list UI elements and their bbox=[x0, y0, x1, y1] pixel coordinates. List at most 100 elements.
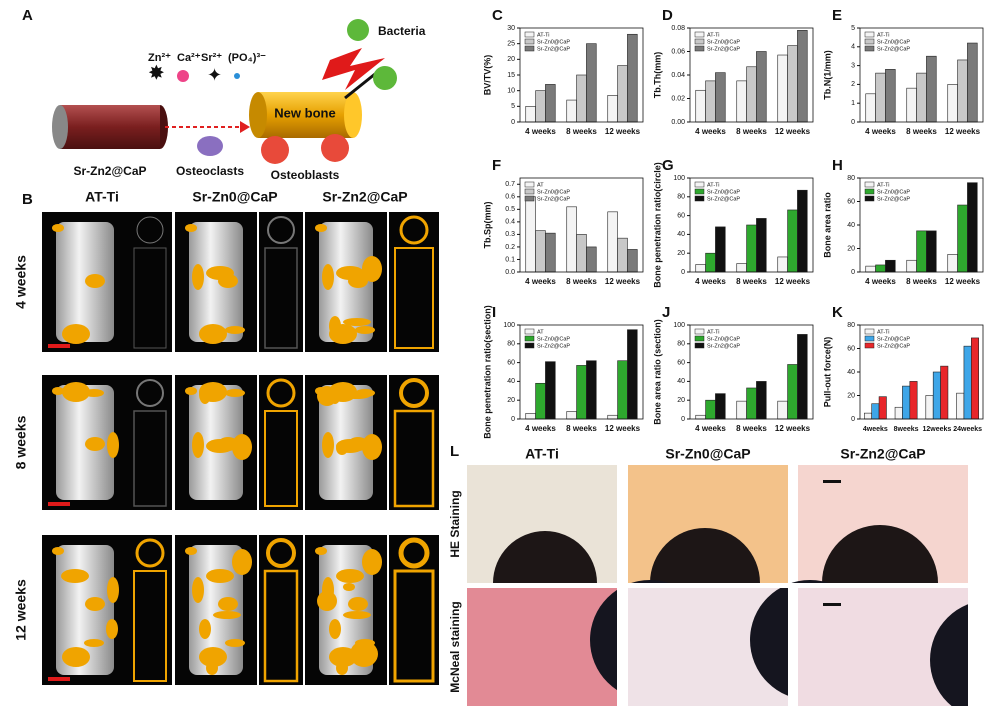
bone-3d bbox=[85, 597, 105, 611]
y-axis-label: Tb.N(1/mm) bbox=[822, 50, 832, 100]
bar bbox=[864, 412, 872, 420]
ct-image bbox=[389, 375, 439, 510]
bone-3d bbox=[315, 224, 327, 232]
scale-bar bbox=[823, 480, 841, 483]
y-tick-label: 0.1 bbox=[505, 256, 515, 263]
legend-label: Sr-Zn0@CaP bbox=[877, 189, 910, 195]
bar bbox=[777, 256, 788, 273]
bone-3d bbox=[225, 326, 245, 334]
legend-label: Sr-Zn0@CaP bbox=[537, 336, 570, 342]
y-tick-label: 100 bbox=[673, 175, 685, 182]
bar bbox=[736, 400, 747, 420]
legend-swatch bbox=[524, 335, 535, 342]
legend-swatch bbox=[864, 38, 875, 45]
bar bbox=[787, 364, 798, 420]
y-tick-label: 0 bbox=[681, 416, 685, 423]
bar bbox=[756, 381, 767, 420]
bar bbox=[756, 218, 767, 273]
bar bbox=[695, 414, 706, 420]
legend-swatch bbox=[524, 195, 535, 202]
bone-3d bbox=[343, 611, 371, 619]
legend-label: AT bbox=[537, 329, 544, 335]
panel-label: K bbox=[832, 304, 843, 321]
bar bbox=[535, 382, 546, 420]
plot-frame bbox=[519, 177, 644, 273]
x-tick-label: 12 weeks bbox=[945, 127, 981, 136]
bone-3d bbox=[362, 434, 382, 460]
x-tick-label: 12 weeks bbox=[775, 277, 811, 286]
bar bbox=[617, 65, 628, 123]
implant-label: Sr-Zn2@CaP bbox=[73, 164, 146, 178]
new-bone-rod bbox=[258, 92, 353, 138]
bone-3d bbox=[107, 432, 119, 458]
bone-3d bbox=[192, 432, 204, 458]
legend-label: Sr-Zn0@CaP bbox=[707, 189, 740, 195]
bone-3d bbox=[185, 547, 197, 555]
scale-bar bbox=[823, 603, 841, 606]
lightning bbox=[322, 48, 385, 90]
legend-label: Sr-Zn0@CaP bbox=[537, 189, 570, 195]
gap bbox=[460, 706, 1000, 724]
bone-3d bbox=[329, 316, 341, 336]
bar bbox=[940, 365, 949, 420]
bar bbox=[777, 54, 788, 123]
panel-label: L bbox=[450, 443, 459, 460]
y-tick-label: 0.08 bbox=[671, 25, 685, 32]
legend-label: Sr-Zn2@CaP bbox=[707, 343, 740, 349]
bar bbox=[566, 206, 577, 273]
y-tick-label: 0.6 bbox=[505, 194, 515, 201]
bar bbox=[967, 182, 978, 273]
osteoclasts-label: Osteoclasts bbox=[176, 164, 244, 178]
panel-label: F bbox=[492, 157, 501, 174]
panel-label: I bbox=[492, 304, 496, 321]
bar bbox=[971, 337, 979, 420]
bar bbox=[957, 204, 968, 273]
y-tick-label: 0.02 bbox=[671, 95, 685, 102]
bone-3d bbox=[62, 382, 90, 402]
ct-slice bbox=[393, 569, 435, 683]
bone-3d bbox=[107, 577, 119, 603]
osteoblast-cell bbox=[261, 136, 289, 164]
x-tick-label: 12 weeks bbox=[775, 127, 811, 136]
bar bbox=[715, 393, 726, 420]
panel-label: C bbox=[492, 7, 503, 24]
bar bbox=[967, 42, 978, 123]
ct-image bbox=[128, 212, 172, 352]
bar bbox=[576, 74, 587, 123]
y-axis-label: Pull-out force(N) bbox=[822, 337, 832, 408]
x-tick-label: 8 weeks bbox=[736, 424, 767, 433]
x-tick-label: 8 weeks bbox=[736, 277, 767, 286]
bar bbox=[586, 360, 597, 420]
bar bbox=[871, 403, 880, 420]
column-label: AT-Ti bbox=[525, 446, 559, 462]
po4-icon bbox=[234, 73, 240, 79]
x-tick-label: 4 weeks bbox=[865, 277, 896, 286]
bone-3d bbox=[206, 661, 218, 675]
legend-swatch bbox=[864, 181, 875, 188]
bar bbox=[535, 230, 546, 273]
bar bbox=[916, 230, 927, 273]
bar bbox=[878, 396, 887, 420]
panel-label: J bbox=[662, 304, 670, 321]
legend-swatch bbox=[524, 38, 535, 45]
bacterium bbox=[373, 66, 397, 90]
bar bbox=[894, 406, 903, 420]
bar bbox=[865, 93, 876, 123]
x-tick-label: 8 weeks bbox=[906, 127, 937, 136]
bar bbox=[797, 334, 808, 420]
bar bbox=[926, 55, 937, 123]
legend-swatch bbox=[694, 195, 705, 202]
bone-3d bbox=[52, 387, 64, 395]
bar bbox=[926, 230, 937, 273]
bone-3d bbox=[336, 569, 364, 583]
y-tick-label: 80 bbox=[677, 194, 685, 201]
rod-cap bbox=[249, 92, 267, 138]
plot-frame bbox=[689, 324, 814, 420]
bone-3d bbox=[225, 639, 245, 647]
bone-3d bbox=[62, 647, 90, 667]
osteoblasts-label: Osteoblasts bbox=[271, 168, 340, 182]
bone-3d bbox=[343, 583, 355, 591]
plot-frame bbox=[689, 27, 814, 123]
x-tick-label: 8 weeks bbox=[736, 127, 767, 136]
y-tick-label: 80 bbox=[507, 341, 515, 348]
